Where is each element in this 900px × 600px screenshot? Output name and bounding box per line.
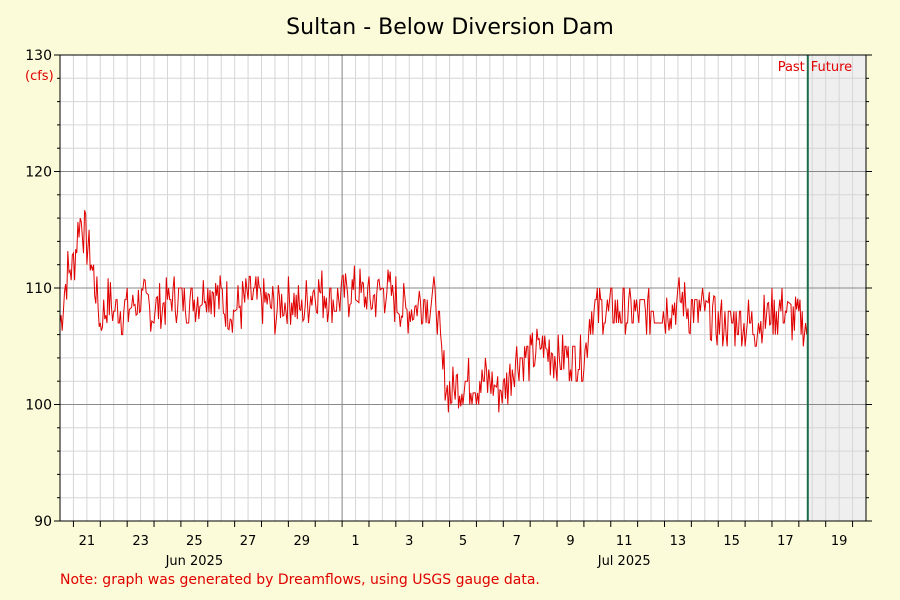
x-tick-label: 1 (351, 534, 359, 549)
y-tick-label: 100 (25, 398, 52, 414)
y-axis-unit: (cfs) (25, 69, 54, 84)
x-tick-label: 25 (186, 534, 203, 549)
x-tick-label: 17 (777, 534, 794, 549)
x-tick-label: 3 (405, 534, 413, 549)
y-tick-label: 120 (25, 165, 52, 181)
x-tick-label: 21 (79, 534, 96, 549)
x-tick-label: 29 (294, 534, 311, 549)
x-month-label: Jul 2025 (597, 554, 651, 569)
x-tick-label: 9 (566, 534, 574, 549)
y-tick-label: 110 (25, 281, 52, 297)
x-month-label: Jun 2025 (165, 554, 224, 569)
x-tick-label: 7 (513, 534, 521, 549)
x-tick-label: 13 (670, 534, 687, 549)
future-label: Future (811, 60, 852, 75)
x-tick-label: 5 (459, 534, 467, 549)
chart-title: Sultan - Below Diversion Dam (286, 15, 614, 40)
x-tick-label: 23 (132, 534, 149, 549)
past-label: Past (778, 60, 805, 75)
x-tick-label: 11 (616, 534, 633, 549)
x-tick-label: 27 (240, 534, 257, 549)
series-line (59, 210, 809, 413)
y-tick-label: 130 (25, 48, 52, 64)
x-tick-label: 19 (831, 534, 848, 549)
plot-frame (59, 54, 867, 522)
y-tick-label: 90 (34, 514, 52, 530)
x-tick-label: 15 (723, 534, 740, 549)
source-note: Note: graph was generated by Dreamflows,… (60, 572, 540, 588)
